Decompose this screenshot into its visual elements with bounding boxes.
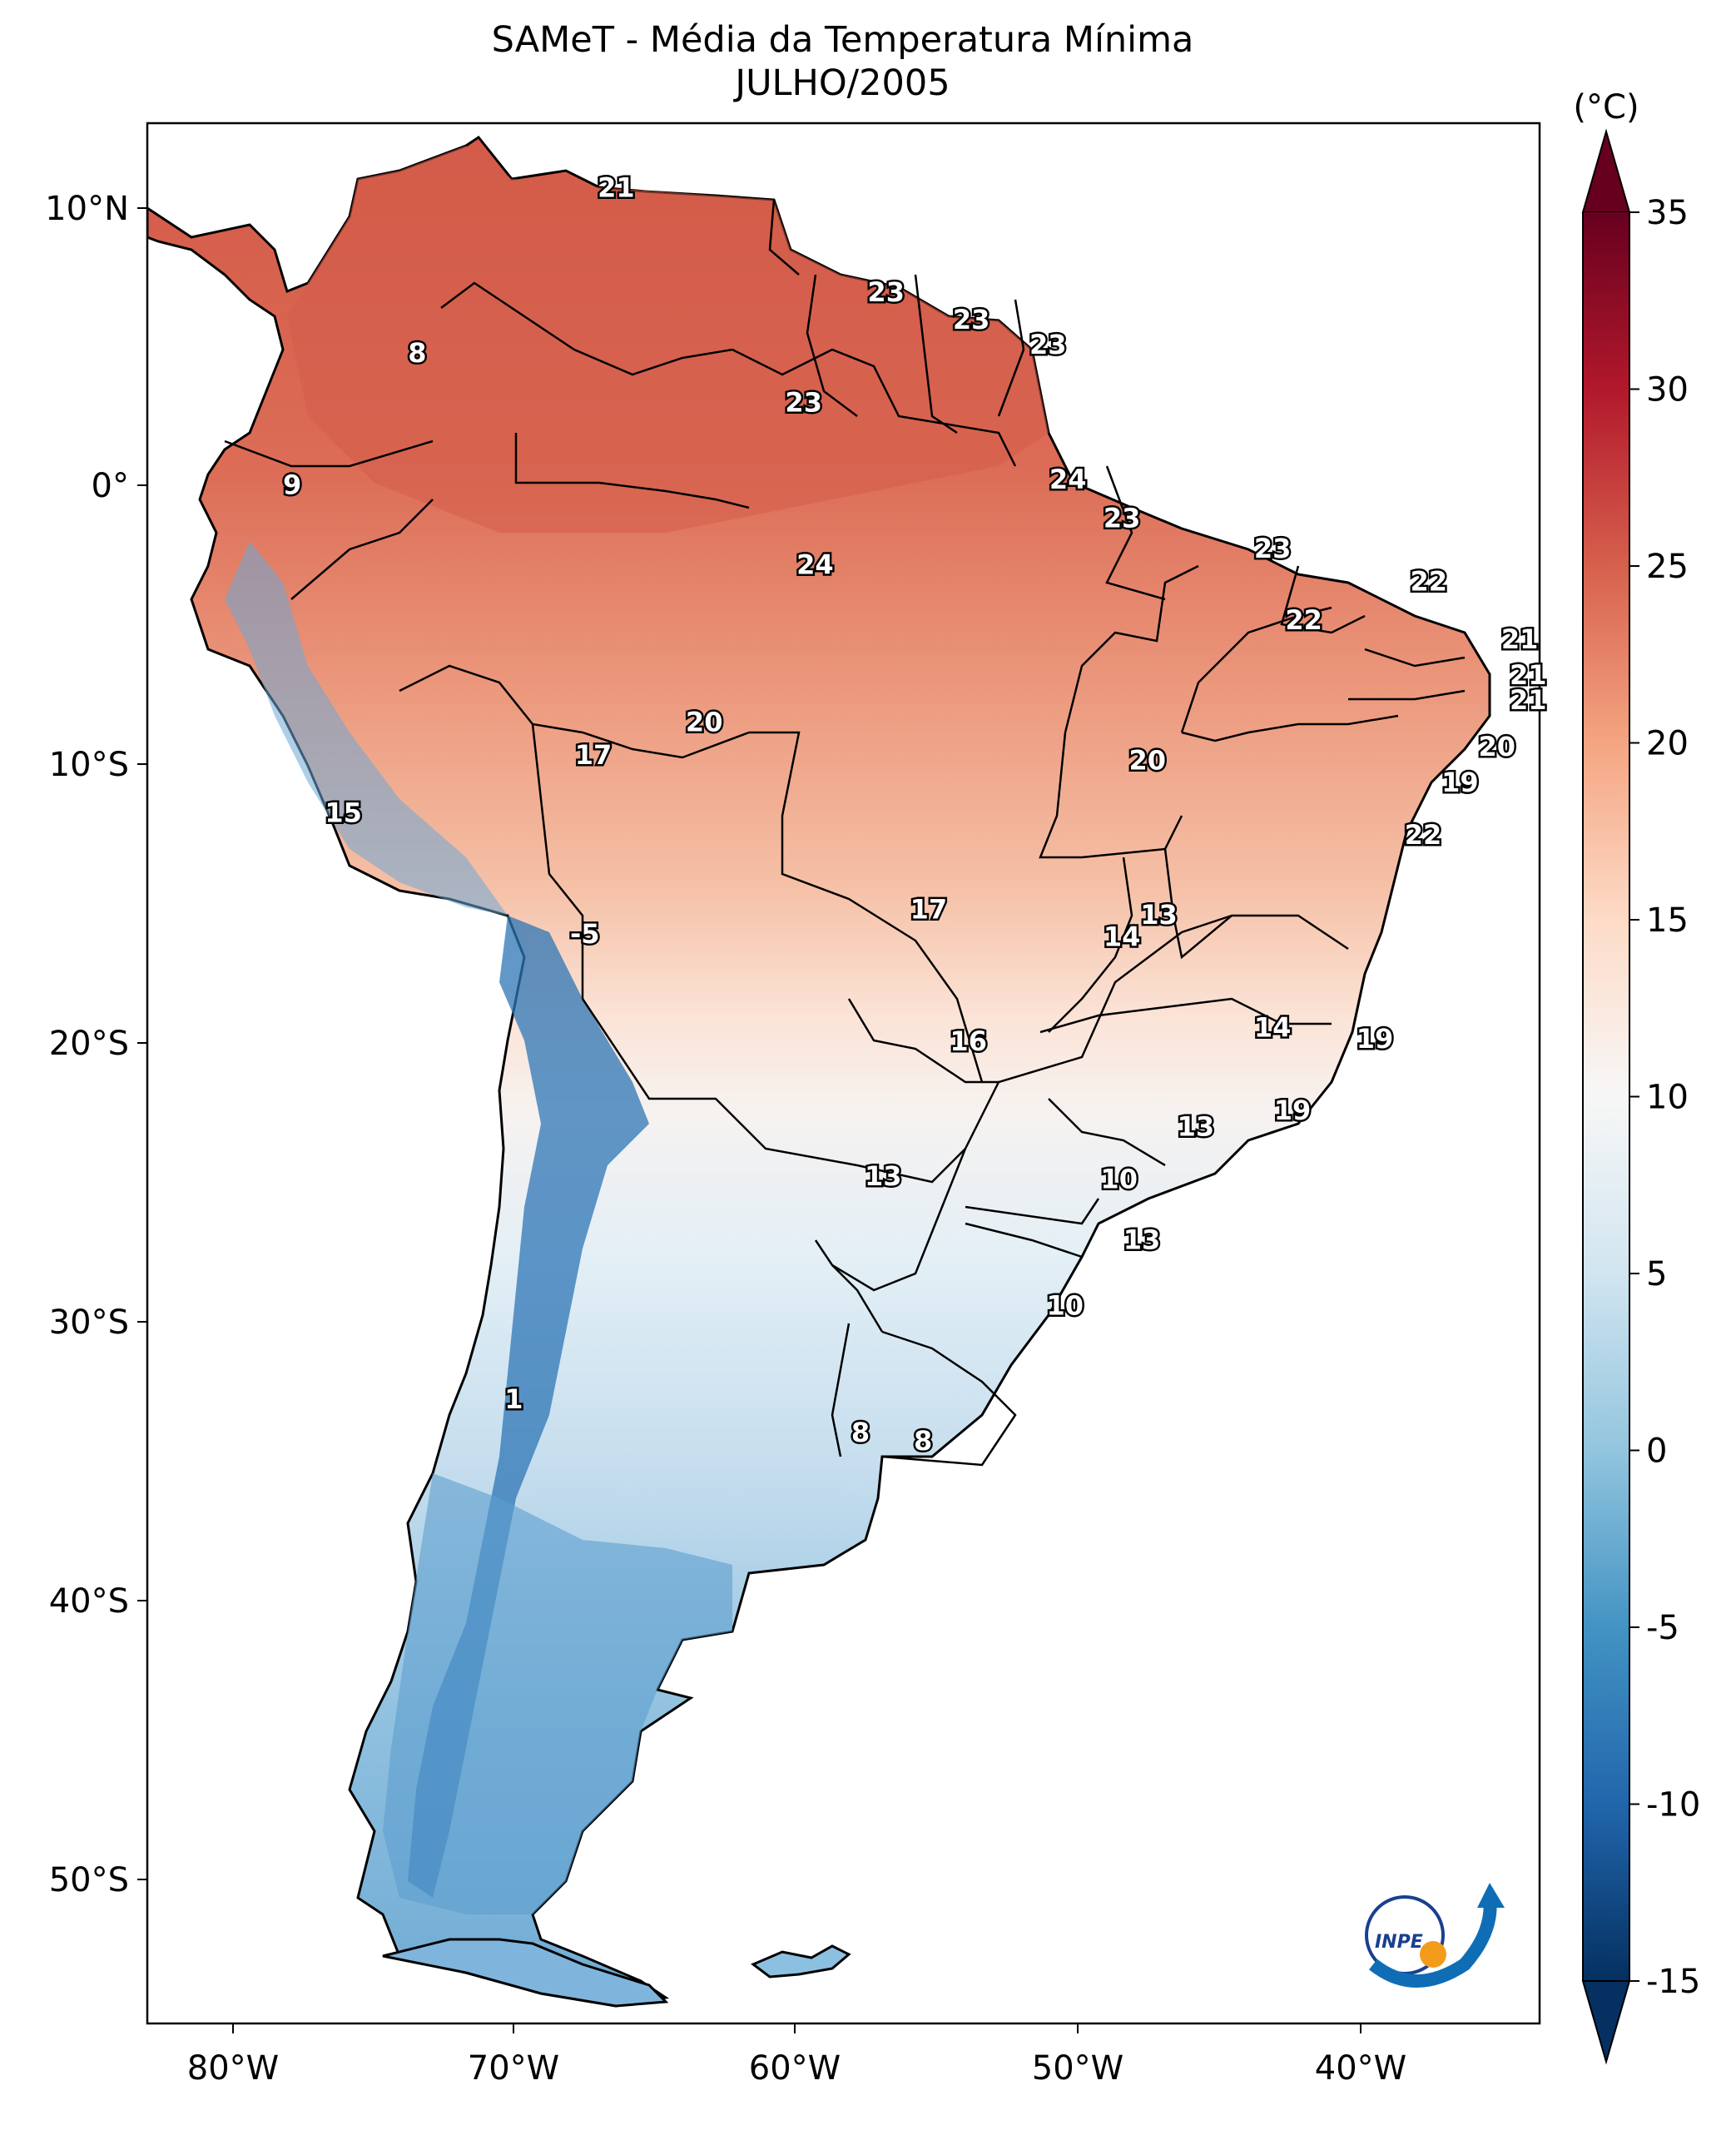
value-label: 23 (1029, 329, 1067, 360)
logo-sun-icon (1420, 1941, 1446, 1968)
logo-arrow-icon (1477, 1883, 1505, 1908)
lat-axis: 10°N 0° 10°S 20°S 30°S 40°S 50°S (45, 190, 147, 1899)
lon-tick-label: 50°W (1032, 2049, 1123, 2088)
colorbar: (°C) 35 30 25 20 15 10 5 0 -5 -10 -15 (1573, 88, 1700, 2065)
lon-axis: 80°W 70°W 60°W 50°W 40°W (187, 2023, 1406, 2088)
value-label: 21 (1510, 659, 1547, 691)
value-label: 17 (910, 893, 948, 925)
value-label: 13 (1123, 1224, 1161, 1255)
value-label: 23 (1104, 503, 1141, 534)
value-label: 19 (1441, 767, 1479, 798)
value-label: 21 (1501, 623, 1539, 655)
value-label: 20 (686, 706, 723, 737)
map-area (147, 135, 1491, 2008)
lon-tick-label: 40°W (1315, 2049, 1406, 2088)
colorbar-tick-label: -15 (1646, 1963, 1700, 2001)
value-label: 9 (283, 469, 301, 501)
colorbar-tick-label: -10 (1646, 1786, 1700, 1825)
lat-tick-label: 10°S (49, 746, 129, 784)
value-label: 13 (1178, 1111, 1215, 1143)
inpe-logo: INPE (1365, 1883, 1505, 1988)
value-label: 24 (796, 549, 834, 581)
political-borders (224, 199, 1466, 1467)
value-label: 23 (953, 304, 990, 335)
value-label: 10 (1100, 1164, 1138, 1195)
value-label: 10 (1047, 1290, 1084, 1322)
value-label: 19 (1357, 1023, 1394, 1055)
colorbar-gradient (1583, 212, 1629, 1981)
value-label: -5 (570, 918, 600, 950)
patagonia-cool-zone (383, 1473, 732, 1914)
value-label: 20 (1479, 731, 1516, 762)
map-title: SAMeT - Média da Temperatura Mínima JULH… (146, 18, 1540, 105)
value-label: 22 (1405, 819, 1442, 851)
value-label: 20 (1129, 745, 1167, 777)
title-line-1: SAMeT - Média da Temperatura Mínima (491, 19, 1194, 61)
lat-tick-label: 30°S (49, 1303, 129, 1342)
colorbar-max-extension (1581, 128, 1631, 213)
lat-tick-label: 10°N (45, 190, 129, 228)
value-label: 14 (1254, 1012, 1292, 1044)
value-label: 13 (1140, 899, 1178, 931)
falkland-islands (751, 1944, 851, 1979)
lon-tick-label: 70°W (468, 2049, 559, 2088)
title-line-2: JULHO/2005 (735, 62, 950, 104)
value-label: 21 (1510, 684, 1547, 716)
value-label: 1 (504, 1383, 523, 1415)
lat-tick-label: 40°S (49, 1582, 129, 1621)
colorbar-tick-label: 5 (1646, 1255, 1667, 1293)
colorbar-tick-label: 35 (1646, 194, 1689, 232)
value-label: 21 (598, 171, 635, 203)
lat-tick-label: 50°S (49, 1861, 129, 1899)
value-label: 8 (851, 1417, 870, 1448)
lon-tick-label: 80°W (187, 2049, 279, 2088)
northern-andes-cool-zone (225, 541, 508, 916)
lat-tick-label: 0° (92, 467, 129, 505)
value-label: 14 (1104, 921, 1141, 952)
value-label: 8 (408, 337, 426, 369)
logo-swoosh-icon (1369, 1897, 1497, 1988)
tierra-del-fuego (382, 1938, 669, 2008)
colorbar-unit-label: (°C) (1573, 88, 1639, 127)
colorbar-ticks: 35 30 25 20 15 10 5 0 -5 -10 -15 (1629, 194, 1700, 2001)
value-label: 23 (1254, 533, 1292, 564)
value-label: 23 (785, 387, 822, 419)
colorbar-min-extension (1581, 1980, 1631, 2065)
lat-tick-label: 20°S (49, 1025, 129, 1063)
value-label: 13 (865, 1160, 902, 1192)
value-label: 22 (1411, 566, 1448, 598)
colorbar-tick-label: 25 (1646, 548, 1689, 586)
value-label: 16 (950, 1025, 987, 1057)
value-label: 24 (1049, 464, 1087, 495)
value-label: 19 (1274, 1095, 1312, 1126)
colorbar-tick-label: 10 (1646, 1079, 1689, 1117)
value-label: 8 (914, 1425, 932, 1457)
value-label: 17 (575, 739, 613, 771)
logo-text: INPE (1375, 1932, 1423, 1953)
colorbar-tick-label: -5 (1646, 1609, 1679, 1647)
value-label: 22 (1285, 604, 1322, 636)
colorbar-tick-label: 30 (1646, 371, 1689, 410)
map-border (146, 122, 1541, 2025)
warm-zone (287, 146, 1049, 533)
lon-tick-label: 60°W (749, 2049, 841, 2088)
value-label: 15 (325, 797, 362, 829)
value-label: 23 (867, 276, 905, 308)
colorbar-tick-label: 15 (1646, 901, 1689, 940)
colorbar-tick-label: 20 (1646, 725, 1689, 763)
colorbar-tick-label: 0 (1646, 1432, 1667, 1471)
